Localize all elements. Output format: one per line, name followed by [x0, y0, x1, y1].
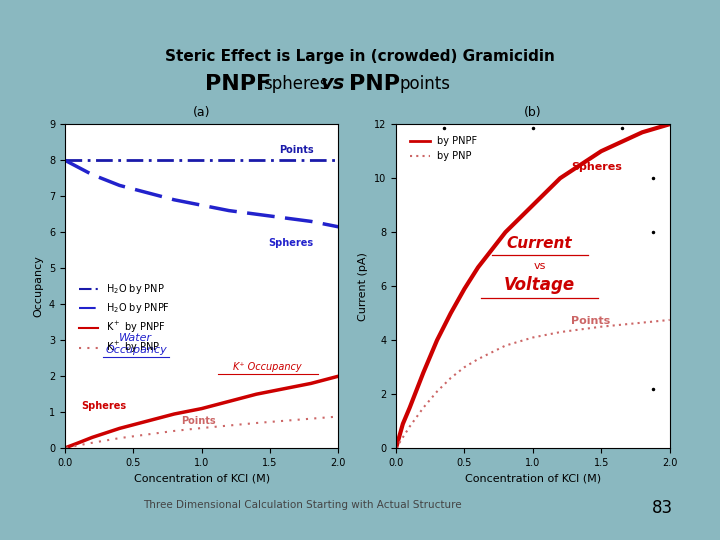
Text: Points: Points [571, 316, 611, 326]
Legend: H$_2$O by PNP, H$_2$O by PNPF, K$^+$ by PNPF, K$^+$ by PNP: H$_2$O by PNP, H$_2$O by PNPF, K$^+$ by … [75, 278, 174, 359]
Text: points: points [400, 75, 451, 93]
Text: Spheres: Spheres [269, 238, 314, 248]
X-axis label: Concentration of KCl (M): Concentration of KCl (M) [133, 474, 270, 483]
Y-axis label: Occupancy: Occupancy [33, 255, 43, 317]
Text: Current: Current [507, 235, 572, 251]
Text: Spheres: Spheres [571, 162, 622, 172]
Text: vs: vs [534, 261, 546, 271]
Text: Voltage: Voltage [504, 276, 575, 294]
Text: Points: Points [181, 416, 216, 426]
Text: Steric Effect is Large in (crowded) Gramicidin: Steric Effect is Large in (crowded) Gram… [165, 49, 555, 64]
Text: Water
Occupancy: Water Occupancy [105, 333, 167, 355]
Text: Points: Points [279, 145, 314, 155]
Text: spheres: spheres [263, 75, 328, 93]
Text: PNPF: PNPF [205, 73, 271, 94]
Text: vs: vs [320, 74, 345, 93]
Legend: by PNPF, by PNP: by PNPF, by PNP [406, 132, 482, 165]
Text: PNP: PNP [349, 73, 400, 94]
Text: 83: 83 [652, 498, 673, 517]
Text: Spheres: Spheres [81, 401, 126, 410]
X-axis label: Concentration of KCl (M): Concentration of KCl (M) [464, 474, 601, 483]
Text: K⁺ Occupancy: K⁺ Occupancy [233, 362, 302, 372]
Y-axis label: Current (pA): Current (pA) [359, 252, 369, 321]
Title: (a): (a) [193, 106, 210, 119]
Text: Three Dimensional Calculation Starting with Actual Structure: Three Dimensional Calculation Starting w… [143, 500, 462, 510]
Title: (b): (b) [524, 106, 541, 119]
